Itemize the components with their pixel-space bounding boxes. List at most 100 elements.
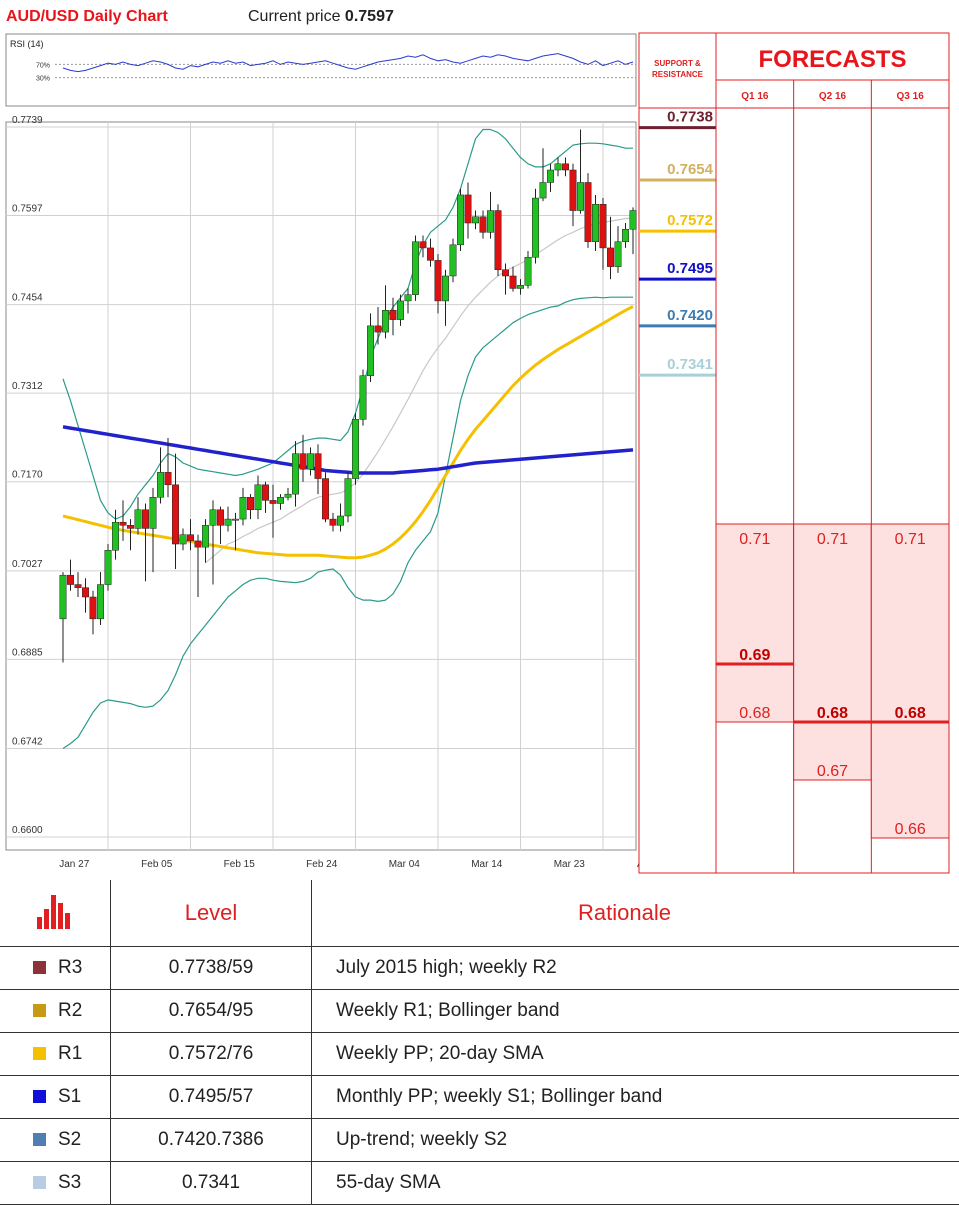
candle-body-down <box>375 326 381 332</box>
level-rationale: Weekly PP; 20-day SMA <box>312 1033 959 1076</box>
level-name: R3 <box>58 957 82 978</box>
candle-body-down <box>495 211 501 270</box>
candle <box>105 544 111 591</box>
level-value: 0.7420.7386 <box>111 1119 312 1162</box>
candle-body-down <box>127 525 133 528</box>
forecast-value: 0.68 <box>739 705 770 722</box>
candle-body-down <box>67 575 73 584</box>
level-value: 0.7495/57 <box>111 1076 312 1119</box>
y-tick-label: 0.7312 <box>12 381 43 392</box>
forecast-value: 0.67 <box>817 763 848 780</box>
level-name-cell: S2 <box>0 1119 111 1162</box>
candle-body-up <box>442 276 448 301</box>
level-color-swatch <box>33 1047 46 1060</box>
sr-header-line1: SUPPORT & <box>654 59 701 68</box>
rsi-frame <box>6 34 636 106</box>
y-tick-label: 0.7739 <box>12 115 43 126</box>
candle-body-up <box>202 525 208 547</box>
candle-body-up <box>532 198 538 257</box>
forecast-column-header: Q2 16 <box>819 91 847 102</box>
sr-level-label: 0.7654 <box>667 161 714 178</box>
candle-body-up <box>232 519 238 520</box>
y-tick-label: 0.7170 <box>12 470 43 481</box>
sr-level-label: 0.7495 <box>667 260 713 277</box>
sr-column-frame <box>639 33 716 873</box>
level-name: R1 <box>58 1043 82 1064</box>
candle-body-up <box>292 454 298 495</box>
level-rationale: Monthly PP; weekly S1; Bollinger band <box>312 1076 959 1119</box>
candle-body-up <box>60 575 66 619</box>
sr-level-label: 0.7420 <box>667 307 713 324</box>
candle <box>585 173 591 248</box>
aud-usd-chart: RSI (14)70%30% 0.77390.75970.74540.73120… <box>0 0 959 880</box>
candle <box>412 235 418 300</box>
level-name: R2 <box>58 1000 82 1021</box>
level-value: 0.7654/95 <box>111 990 312 1033</box>
candle-body-down <box>262 485 268 501</box>
candle-body-down <box>330 519 336 525</box>
level-name-cell: S1 <box>0 1076 111 1119</box>
candle-body-up <box>472 217 478 223</box>
candle <box>450 239 456 283</box>
sr-level-label: 0.7738 <box>667 109 713 126</box>
candle-body-up <box>577 182 583 210</box>
price-plot-frame <box>6 122 636 850</box>
sr-header-line2: RESISTANCE <box>652 70 704 79</box>
candle-body-up <box>525 257 531 285</box>
level-name-cell: R3 <box>0 947 111 990</box>
candle-body-up <box>540 182 546 198</box>
forecast-value: 0.71 <box>739 531 770 548</box>
rsi-label: RSI (14) <box>10 39 44 49</box>
level-rationale: 55-day SMA <box>312 1162 959 1205</box>
candle-body-down <box>322 479 328 520</box>
forecast-value: 0.66 <box>895 821 926 838</box>
candle-body-down <box>120 522 126 525</box>
candle-body-down <box>562 164 568 170</box>
forecast-value: 0.69 <box>739 647 770 664</box>
y-tick-label: 0.6885 <box>12 647 43 658</box>
candle-body-down <box>427 248 433 260</box>
candle-body-down <box>465 195 471 223</box>
candle <box>532 189 538 264</box>
candle-body-down <box>90 597 96 619</box>
forecast-column-header: Q3 16 <box>897 91 925 102</box>
candle-body-up <box>135 510 141 529</box>
price-panel: 0.77390.75970.74540.73120.71700.70270.68… <box>6 115 749 870</box>
candle-body-up <box>517 285 523 288</box>
x-tick-label: Feb 05 <box>141 859 173 870</box>
candle-body-down <box>75 585 81 588</box>
candle-body-up <box>255 485 261 510</box>
level-name-cell: R1 <box>0 1033 111 1076</box>
x-tick-label: Feb 24 <box>306 859 338 870</box>
candle-body-up <box>180 535 186 544</box>
candle-body-up <box>150 497 156 528</box>
bar-chart-icon <box>0 880 111 947</box>
candle-body-up <box>630 211 636 230</box>
y-tick-label: 0.6742 <box>12 736 43 747</box>
candle-body-up <box>450 245 456 276</box>
y-tick-label: 0.6600 <box>12 825 43 836</box>
candle-body-down <box>502 270 508 276</box>
candle-body-up <box>457 195 463 245</box>
y-tick-label: 0.7027 <box>12 559 43 570</box>
x-tick-label: Mar 23 <box>554 859 586 870</box>
candle-body-up <box>157 472 163 497</box>
forecast-value: 0.71 <box>895 531 926 548</box>
forecast-range-box <box>871 524 949 838</box>
candle-body-up <box>615 242 621 267</box>
candle-body-down <box>165 472 171 484</box>
candle-body-up <box>97 585 103 619</box>
x-tick-label: Mar 04 <box>389 859 421 870</box>
candle-body-up <box>405 295 411 301</box>
candle-body-up <box>360 376 366 420</box>
candle-body-down <box>420 242 426 248</box>
candle-body-down <box>510 276 516 288</box>
candle-body-down <box>187 535 193 541</box>
